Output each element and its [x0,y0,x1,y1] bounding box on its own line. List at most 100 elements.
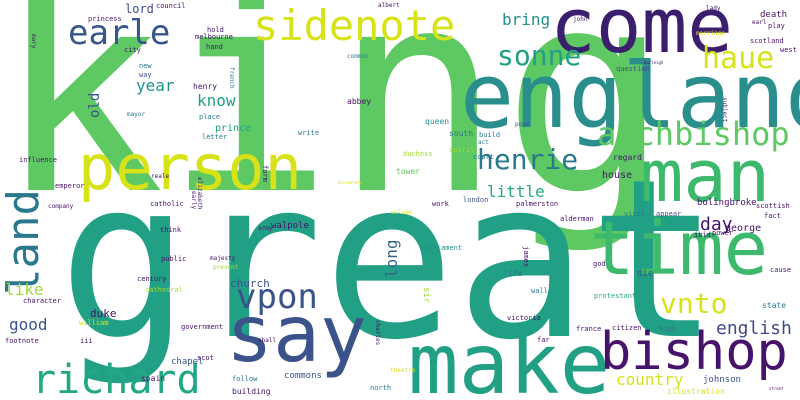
cloud-word-great: great [58,132,721,388]
cloud-word-duchess: duchess [403,150,433,158]
cloud-word-earle: earle [68,13,171,53]
cloud-word-abbey: abbey [347,97,372,106]
cloud-word-princess: princess [88,15,122,23]
cloud-word-follow: follow [232,375,258,383]
cloud-word-bishop: bishop [600,322,788,382]
cloud-word-scot: scot [197,354,214,362]
cloud-word-way: way [139,71,152,79]
cloud-word-victoria: victoria [507,314,541,322]
cloud-word-scotland: scotland [750,37,784,45]
cloud-word-majesty: majesty [210,255,236,262]
cloud-word-king: king [0,0,671,257]
cloud-word-henrie: henrie [477,143,579,176]
cloud-word-far: far [537,336,550,344]
cloud-word-place: place [199,113,221,121]
cloud-word-regard: regard [613,153,642,162]
cloud-word-chapel: chapel [171,357,204,367]
cloud-word-country: country [616,370,684,389]
cloud-word-year: year [136,76,175,95]
cloud-word-street: street [769,386,784,391]
cloud-word-vnto: vnto [660,287,728,320]
cloud-word-emperor: emperor [55,182,85,190]
cloud-word-alderman: alderman [560,215,594,223]
cloud-word-council: council [156,2,186,10]
cloud-word-man: man [640,134,771,218]
cloud-word-influence: influence [19,156,57,164]
cloud-word-george: george [725,223,762,234]
cloud-word-hold: hold [207,26,224,34]
cloud-word-letter: letter [202,133,228,141]
cloud-word-god: god [593,260,606,268]
cloud-word-death: death [760,10,788,20]
cloud-word-parliament: parliament [420,244,463,252]
cloud-word-subject: subject [721,97,728,123]
cloud-word-appear: appear [656,210,682,218]
cloud-word-albert: albert [378,2,400,9]
cloud-word-high: high [659,325,676,333]
cloud-word-bring: bring [502,10,551,29]
cloud-word-james: james [522,246,530,268]
cloud-word-spain: spain [141,374,166,383]
cloud-word-know: know [197,91,236,110]
cloud-word-commons: commons [284,371,322,381]
cloud-word-little: little [487,182,545,201]
cloud-word-building: building [232,387,271,396]
cloud-word-burleigh: burleigh [644,60,664,65]
cloud-word-catholic: catholic [150,200,184,208]
cloud-word-prince: prince [215,123,252,134]
cloud-word-shall: shall [258,337,277,344]
cloud-word-henry: henry [193,82,218,91]
cloud-word-come: come [550,0,734,70]
cloud-word-haue: haue [702,41,775,76]
cloud-word-present: present [213,264,239,271]
cloud-word-north: north [370,384,392,392]
cloud-word-melbourne: melbourne [195,33,233,41]
cloud-word-old: old [87,92,103,118]
cloud-word-marriage: marriage [696,30,725,37]
cloud-word-good: good [9,315,48,334]
cloud-word-hand: hand [206,43,223,51]
cloud-word-johnson: johnson [703,375,741,385]
cloud-word-bolingbroke: bolingbroke [697,198,757,208]
cloud-word-long: long [382,239,401,278]
cloud-word-ibid: ibid [694,231,711,239]
cloud-word-die: die [637,269,654,279]
cloud-word-public: public [161,255,187,263]
cloud-word-reale: reale [151,173,170,180]
cloud-word-wall: wall [531,287,548,295]
cloud-word-english: english [716,318,792,339]
cloud-word-south: south [449,129,474,138]
cloud-word-elizabeth: elizabeth [196,177,203,210]
cloud-word-power: power [712,229,734,237]
cloud-word-duke: duke [90,307,117,320]
cloud-word-think: think [160,226,182,234]
cloud-word-cause: cause [770,266,792,274]
cloud-word-new: new [139,62,152,70]
cloud-word-vpon: vpon [236,277,318,317]
cloud-word-city: city [124,46,141,54]
cloud-word-play: play [768,22,785,30]
cloud-word-sir: sir [421,287,431,304]
cloud-word-lady: lady [706,5,721,12]
cloud-word-queen: queen [425,117,450,126]
cloud-word-form: form [261,165,269,182]
cloud-word-mary: mary [30,34,37,49]
cloud-word-person: person [78,131,302,204]
cloud-word-house: house [602,170,633,181]
cloud-word-archbishop: archbishop [597,115,790,153]
cloud-word-charles: charles [374,320,381,346]
cloud-word-scottish: scottish [756,202,790,210]
cloud-word-richard: richard [32,357,201,400]
cloud-word-french: french [228,67,235,89]
cloud-word-build: build [479,131,501,139]
cloud-word-character: character [23,297,61,305]
cloud-word-make: make [408,315,611,400]
cloud-word-common: common [347,53,369,60]
cloud-word-spirit: spirit [449,146,475,154]
cloud-word-time: time [590,206,769,292]
cloud-word-church: church [230,277,270,290]
cloud-word-france: france [576,325,602,333]
cloud-word-life: life [503,269,523,278]
cloud-word-court: court [473,153,495,161]
cloud-word-question: question [616,65,650,73]
